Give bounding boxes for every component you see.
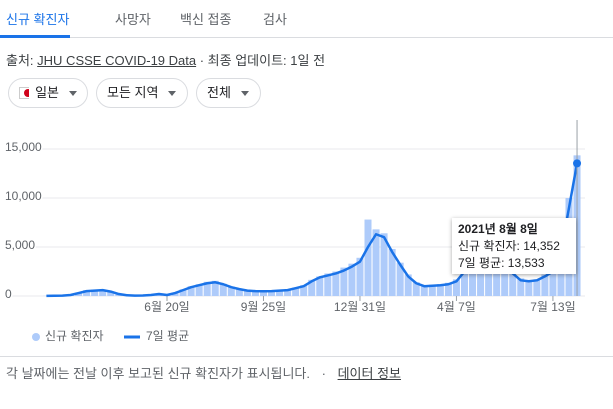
bar [452, 279, 460, 296]
bar [316, 276, 324, 296]
tab[interactable]: 백신 접종 [180, 12, 232, 27]
bar [501, 258, 509, 296]
bar [203, 281, 211, 296]
bar [388, 248, 396, 296]
bar [195, 284, 203, 296]
bar [469, 257, 477, 296]
bar [340, 267, 348, 296]
bar [179, 289, 187, 296]
bar [460, 268, 468, 296]
bar [276, 290, 284, 296]
legend-label: 7일 평균 [146, 329, 189, 343]
tooltip: 2021년 8월 8일 신규 확진자: 14,352 7일 평균: 13,533 [452, 218, 576, 274]
bar [324, 273, 332, 296]
bar [251, 290, 259, 296]
tooltip-line: 신규 확진자: 14,352 [458, 239, 560, 253]
tooltip-date: 2021년 8월 8일 [458, 222, 538, 236]
bar [292, 287, 300, 296]
bar [83, 290, 91, 296]
y-tick-label: 5,000 [5, 238, 35, 252]
tooltip-line: 7일 평균: 13,533 [458, 256, 545, 270]
bar [404, 274, 412, 296]
tab[interactable]: 사망자 [115, 12, 151, 27]
bar [533, 279, 541, 296]
flag-icon [19, 87, 30, 99]
bar [525, 280, 533, 296]
bar [420, 285, 428, 296]
footer: 각 날짜에는 전날 이후 보고된 신규 확진자가 표시됩니다. · 데이터 정보 [6, 363, 401, 382]
tab-indicator [0, 35, 70, 38]
bar [380, 233, 388, 296]
bar [332, 271, 340, 296]
source-suffix: · 최종 업데이트: 1일 전 [199, 53, 326, 68]
legend-swatch [32, 333, 40, 341]
y-tick-label: 15,000 [5, 140, 42, 154]
hover-point [573, 159, 582, 168]
x-tick-label: 7월 13일 [530, 300, 575, 314]
bar [219, 283, 227, 296]
bar [308, 279, 316, 296]
bar [444, 282, 452, 296]
bar [187, 286, 195, 296]
x-tick-label: 4월 7일 [437, 300, 476, 314]
filter-chip[interactable]: 모든 지역 [96, 78, 188, 108]
bar [356, 257, 364, 296]
bar [211, 280, 219, 296]
filter-chip[interactable]: 일본 [8, 78, 88, 108]
tab-divider [0, 37, 613, 38]
x-tick-label: 12월 31일 [334, 300, 386, 314]
source-link[interactable]: JHU CSSE COVID-19 Data [37, 53, 197, 68]
filter-label: 모든 지역 [107, 85, 159, 100]
filter-label: 전체 [207, 85, 231, 100]
bar [300, 285, 308, 296]
bar [268, 290, 276, 296]
bar [396, 262, 404, 296]
filter-chip[interactable]: 전체 [196, 78, 261, 108]
bar [517, 278, 525, 296]
tab[interactable]: 신규 확진자 [6, 12, 70, 27]
bar [235, 288, 243, 296]
bar [364, 219, 372, 296]
x-tick-label: 9월 25일 [241, 300, 286, 314]
footer-note: 각 날짜에는 전날 이후 보고된 신규 확진자가 표시됩니다. [6, 366, 310, 381]
bar [227, 286, 235, 296]
bar [436, 284, 444, 296]
filter-label: 일본 [35, 85, 59, 100]
bar [412, 282, 420, 296]
bar [284, 289, 292, 296]
bar [509, 271, 517, 296]
bar [428, 284, 436, 296]
bar [243, 290, 251, 296]
legend-label: 신규 확진자 [45, 329, 104, 343]
bar [541, 274, 549, 296]
footer-link[interactable]: 데이터 정보 [337, 366, 401, 381]
y-tick-label: 0 [5, 287, 12, 301]
bar [348, 263, 356, 296]
x-tick-label: 6월 20일 [144, 300, 189, 314]
source-line: 출처: JHU CSSE COVID-19 Data · 최종 업데이트: 1일… [6, 50, 325, 69]
footer-separator: · [321, 366, 326, 381]
divider [0, 356, 613, 357]
bar [107, 291, 115, 296]
bar [549, 268, 557, 296]
source-prefix: 출처: [6, 53, 34, 68]
bar [372, 229, 380, 296]
bar [259, 291, 267, 296]
tab[interactable]: 검사 [263, 12, 287, 27]
bar [91, 289, 99, 296]
bar [99, 289, 107, 296]
y-tick-label: 10,000 [5, 189, 42, 203]
